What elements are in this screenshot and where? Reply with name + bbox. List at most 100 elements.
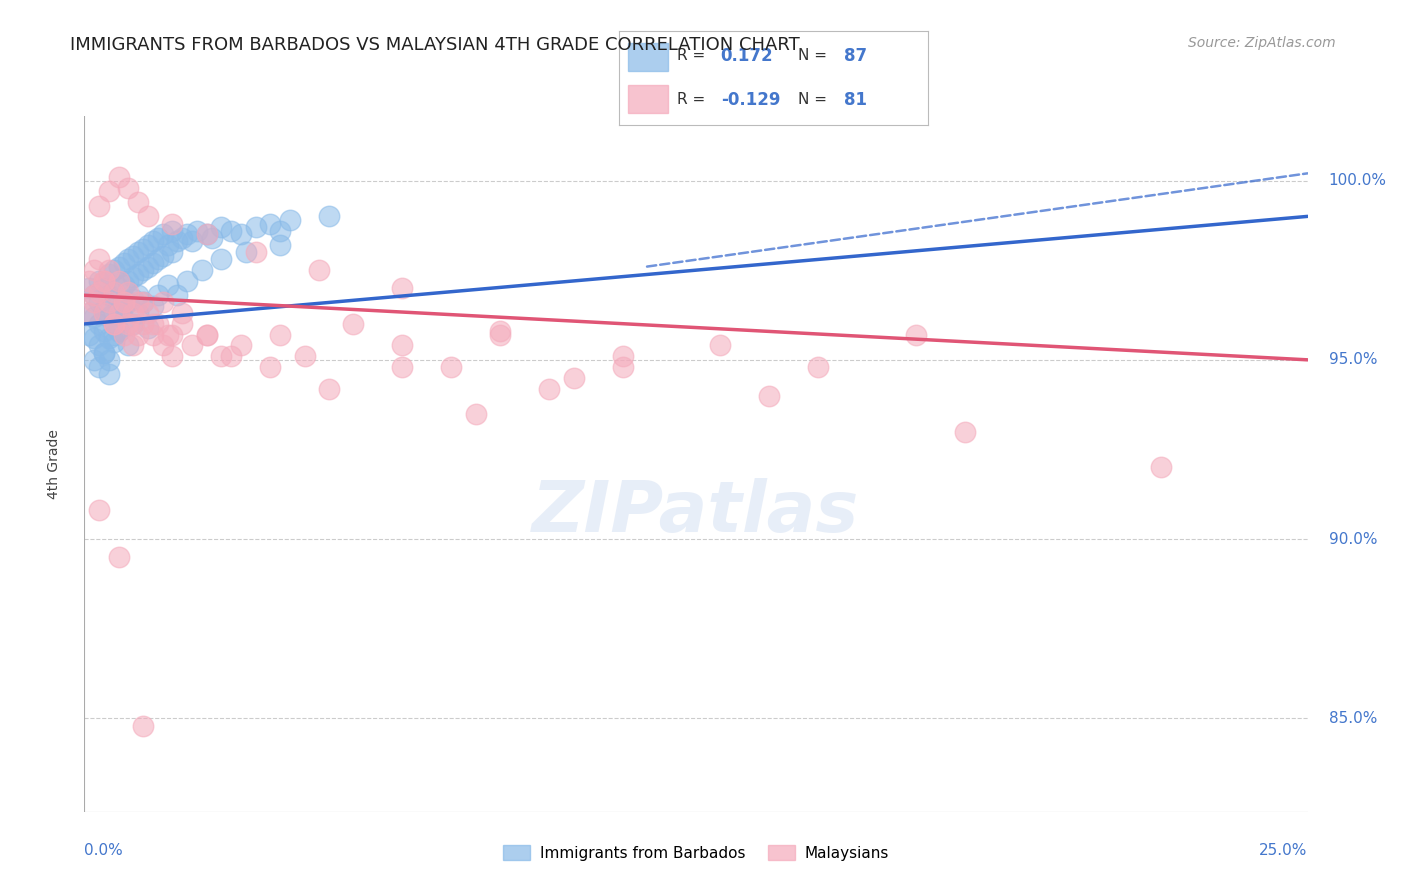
Point [132, 263, 155, 277]
Bar [628, 85, 668, 112]
Point [97, 267, 120, 281]
Point [142, 235, 165, 249]
Point [172, 317, 194, 331]
Point [758, 389, 780, 403]
Point [142, 327, 165, 342]
Point [107, 169, 129, 184]
Point [127, 194, 149, 209]
Point [122, 306, 145, 320]
Point [489, 324, 512, 338]
Point [156, 327, 179, 342]
Point [112, 295, 135, 310]
Point [152, 338, 174, 352]
Point [107, 302, 129, 317]
Point [87, 338, 110, 352]
Text: 4th Grade: 4th Grade [46, 429, 60, 499]
Point [142, 256, 165, 270]
Point [391, 359, 413, 374]
Point [93, 345, 115, 359]
Point [391, 281, 413, 295]
Point [953, 425, 976, 439]
Point [93, 274, 115, 288]
Point [122, 317, 145, 331]
Point [77, 327, 100, 342]
Point [97, 184, 120, 198]
Point [191, 263, 214, 277]
Point [294, 349, 316, 363]
Point [97, 331, 120, 345]
Point [97, 263, 120, 277]
Text: 0.0%: 0.0% [84, 843, 124, 858]
Point [87, 274, 110, 288]
Point [112, 256, 135, 270]
Point [152, 227, 174, 242]
Point [209, 349, 232, 363]
Text: 87: 87 [845, 46, 868, 64]
Point [97, 352, 120, 367]
Point [181, 338, 204, 352]
Point [318, 382, 340, 396]
Point [107, 306, 129, 320]
Point [83, 295, 105, 310]
Point [162, 217, 184, 231]
Point [117, 295, 139, 310]
Point [83, 310, 105, 324]
Point [195, 327, 218, 342]
Point [219, 349, 242, 363]
Point [97, 310, 120, 324]
Point [146, 317, 169, 331]
Point [103, 317, 125, 331]
Point [83, 288, 105, 302]
Point [87, 285, 110, 299]
Point [562, 371, 585, 385]
Point [538, 382, 561, 396]
Point [112, 277, 135, 292]
Point [200, 231, 222, 245]
Point [342, 317, 364, 331]
Point [127, 245, 149, 260]
Point [186, 224, 208, 238]
Point [122, 270, 145, 285]
Point [152, 295, 174, 310]
Text: N =: N = [799, 48, 832, 63]
Point [77, 306, 100, 320]
Point [308, 263, 330, 277]
Point [83, 352, 105, 367]
Text: R =: R = [678, 48, 710, 63]
Point [209, 252, 232, 267]
Point [195, 327, 218, 342]
Point [209, 220, 232, 235]
Point [391, 338, 413, 352]
Point [97, 367, 120, 381]
Point [112, 313, 135, 327]
Point [318, 210, 340, 224]
Text: 95.0%: 95.0% [1329, 352, 1376, 368]
Point [146, 288, 169, 302]
Point [1150, 460, 1173, 475]
Point [117, 338, 139, 352]
Point [122, 338, 145, 352]
Text: Source: ZipAtlas.com: Source: ZipAtlas.com [1188, 36, 1336, 50]
Point [93, 281, 115, 295]
Point [162, 327, 184, 342]
Point [117, 317, 139, 331]
Point [127, 327, 149, 342]
Point [93, 324, 115, 338]
Text: N =: N = [799, 92, 832, 107]
Point [136, 210, 159, 224]
Point [117, 180, 139, 194]
Point [103, 263, 125, 277]
Point [136, 238, 159, 252]
Point [807, 359, 830, 374]
Point [245, 220, 267, 235]
Point [107, 550, 129, 565]
Point [117, 274, 139, 288]
Point [87, 359, 110, 374]
Legend: Immigrants from Barbados, Malaysians: Immigrants from Barbados, Malaysians [496, 838, 896, 867]
Text: 90.0%: 90.0% [1329, 532, 1376, 547]
Point [103, 334, 125, 349]
Point [122, 249, 145, 263]
Point [259, 217, 281, 231]
Point [278, 213, 301, 227]
Point [162, 245, 184, 260]
